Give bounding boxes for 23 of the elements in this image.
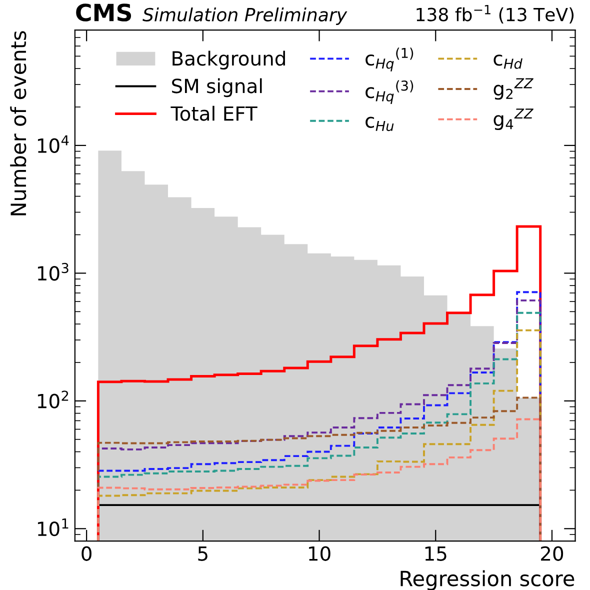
legend-label: Total EFT [170, 106, 258, 121]
legend-label: Background [172, 50, 285, 70]
y-tick-label: 10$^{2}$ [38, 390, 68, 408]
legend-label: g$_{2}$$^{ZZ}$ [494, 78, 534, 100]
x-tick-label: 5 [198, 546, 208, 561]
y-tick-label: 10$^{1}$ [38, 518, 68, 536]
legend-label: c$_{Hu}$ [366, 116, 394, 132]
text: 138 fb$^{−1}$ (13 TeV) [416, 4, 574, 24]
chart-subtitle: Simulation Preliminary [142, 8, 348, 25]
x-tick-label: 0 [82, 546, 92, 561]
x-tick-label: 15 [425, 546, 446, 561]
x-axis-title: Regression score [400, 570, 574, 590]
legend-label: c$_{Hq}$$^{(1)}$ [366, 48, 414, 72]
x-tick-label: 10 [309, 546, 330, 561]
y-axis-title: Number of events [10, 31, 26, 216]
y-tick-label: 10$^{3}$ [38, 262, 68, 281]
legend-label: c$_{Hq}$$^{(3)}$ [366, 80, 414, 104]
legend-label: c$_{Hd}$ [494, 54, 522, 69]
legend-label: SM signal [172, 78, 262, 98]
chart-title: CMS [76, 4, 132, 22]
x-tick-label: 20 [541, 546, 564, 561]
legend-label: g$_{4}$$^{ZZ}$ [494, 108, 534, 130]
y-tick-label: 10$^{4}$ [38, 135, 69, 153]
